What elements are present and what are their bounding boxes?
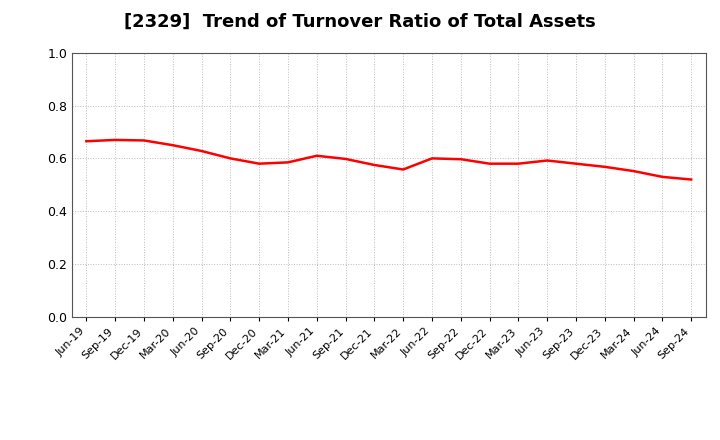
Text: [2329]  Trend of Turnover Ratio of Total Assets: [2329] Trend of Turnover Ratio of Total … <box>124 13 596 31</box>
